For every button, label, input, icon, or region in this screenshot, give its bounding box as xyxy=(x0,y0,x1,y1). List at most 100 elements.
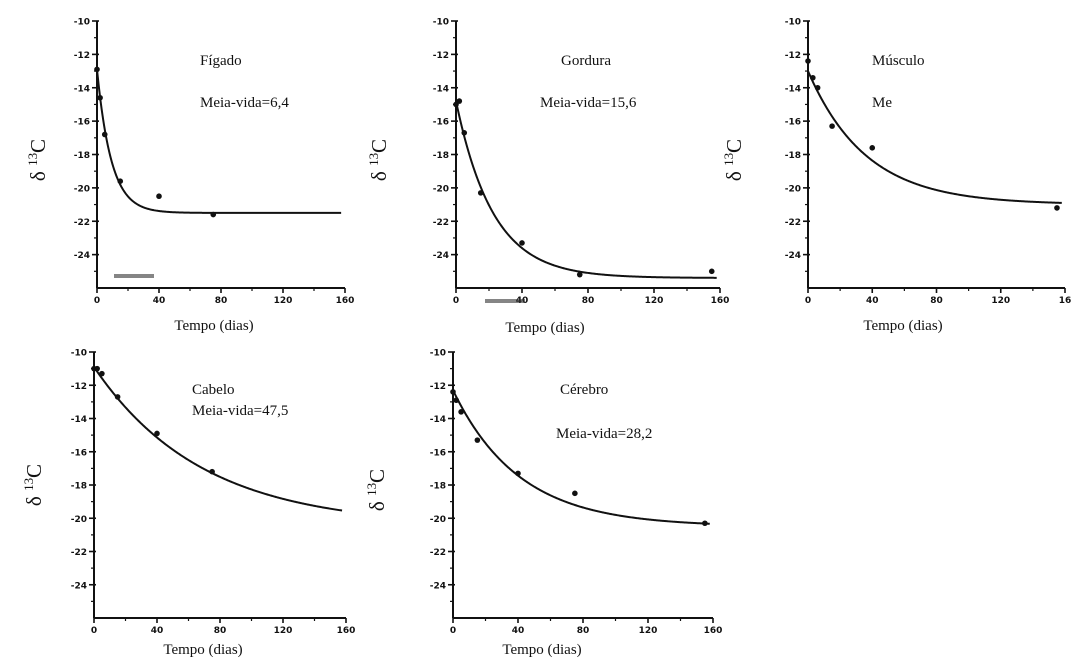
x-tick-label: 16 xyxy=(1059,296,1072,306)
data-point xyxy=(156,193,162,200)
x-tick-label: 160 xyxy=(337,626,356,636)
fit-curve xyxy=(455,100,717,279)
data-point xyxy=(869,145,876,151)
data-point xyxy=(97,94,103,101)
data-point xyxy=(453,397,460,404)
y-tick-label: -22 xyxy=(71,548,87,558)
panel-figado: -10 -12 -14 -16 -18 -20 -22 -24 0 40 80 120 160 δ 13C… xyxy=(25,18,354,335)
x-tick-label: 40 xyxy=(153,296,166,306)
y-tick-label: -20 xyxy=(74,184,90,194)
y-tick-label: -22 xyxy=(785,218,801,228)
x-tick-label: 80 xyxy=(214,626,227,636)
data-point xyxy=(101,131,108,138)
y-tick-label: -16 xyxy=(74,118,90,128)
y-tick-label: -10 xyxy=(785,18,801,28)
x-tick-label: 160 xyxy=(336,296,355,306)
panel-title: Cabelo xyxy=(192,382,235,398)
data-point xyxy=(456,98,463,104)
x-axis-label: Tempo (dias) xyxy=(863,318,942,334)
x-tick-label: 120 xyxy=(991,296,1010,306)
panel-cerebro: -10 -12 -14 -16 -18 -20 -22 -24 0 40 80 120 160 δ 13C… xyxy=(364,349,722,659)
data-point xyxy=(94,365,100,372)
half-life-annotation: Meia-vida=15,6 xyxy=(540,95,637,111)
y-axis-label: δ 13C xyxy=(25,139,50,181)
half-life-annotation: Meia-vida=6,4 xyxy=(200,95,289,111)
x-tick-label: 80 xyxy=(930,296,943,306)
panel-musculo: -10 -12 -14 -16 -18 -20 -22 -24 0 40 80 120 16 δ 13C M… xyxy=(721,18,1071,335)
fit-curve xyxy=(93,366,343,512)
y-tick-label: -18 xyxy=(71,482,87,492)
x-tick-label: 0 xyxy=(450,626,456,636)
data-point xyxy=(94,66,100,73)
y-tick-label: -16 xyxy=(433,118,449,128)
y-tick-label: -18 xyxy=(430,482,446,492)
y-tick-label: -18 xyxy=(433,151,449,161)
scan-smudge xyxy=(485,299,525,303)
y-tick-label: -24 xyxy=(433,251,449,261)
y-tick-label: -16 xyxy=(71,448,87,458)
data-point xyxy=(461,130,468,136)
fit-curve xyxy=(452,389,710,525)
y-tick-label: -20 xyxy=(433,184,449,194)
y-axis-label: δ 13C xyxy=(364,469,389,511)
y-tick-label: -12 xyxy=(71,382,87,392)
x-tick-label: 120 xyxy=(639,626,658,636)
y-tick-label: -12 xyxy=(785,51,801,61)
half-life-annotation: Meia-vida=47,5 xyxy=(192,403,288,419)
data-point xyxy=(154,430,160,437)
y-tick-label: -12 xyxy=(430,382,446,392)
y-axis-label: δ 13C xyxy=(366,139,391,181)
data-point xyxy=(829,123,835,129)
half-life-annotation: Me xyxy=(872,95,892,111)
scan-smudge xyxy=(114,274,154,278)
y-tick-label: -10 xyxy=(74,18,90,28)
data-point xyxy=(209,468,215,475)
y-tick-label: -12 xyxy=(433,51,449,61)
y-axis-label: δ 13C xyxy=(721,139,746,181)
y-tick-label: -20 xyxy=(430,515,446,525)
y-tick-label: -22 xyxy=(74,218,90,228)
data-point xyxy=(450,389,456,395)
data-point xyxy=(458,409,464,415)
y-tick-label: -24 xyxy=(74,251,90,261)
half-life-annotation: Meia-vida=28,2 xyxy=(556,426,652,442)
x-axis-label: Tempo (dias) xyxy=(174,318,253,334)
y-tick-label: -18 xyxy=(74,151,90,161)
data-point xyxy=(1054,205,1060,211)
y-tick-label: -20 xyxy=(785,184,801,194)
data-point xyxy=(210,211,217,218)
x-tick-label: 40 xyxy=(151,626,164,636)
y-tick-label: -16 xyxy=(785,118,801,128)
y-axis-label: δ 13C xyxy=(21,464,46,506)
y-tick-label: -24 xyxy=(71,581,87,591)
x-tick-label: 120 xyxy=(274,626,293,636)
data-point xyxy=(114,394,121,400)
x-tick-label: 80 xyxy=(582,296,595,306)
x-tick-label: 0 xyxy=(805,296,811,306)
panel-title: Fígado xyxy=(200,53,242,69)
x-axis-label: Tempo (dias) xyxy=(505,320,584,336)
x-tick-label: 160 xyxy=(711,296,730,306)
data-point xyxy=(477,190,484,196)
panel-title: Músculo xyxy=(872,53,925,69)
y-tick-label: -10 xyxy=(71,349,87,359)
x-tick-label: 0 xyxy=(91,626,97,636)
y-tick-label: -16 xyxy=(430,448,446,458)
y-tick-label: -10 xyxy=(433,18,449,28)
data-point xyxy=(708,268,715,275)
y-tick-label: -22 xyxy=(430,548,446,558)
y-tick-label: -22 xyxy=(433,218,449,228)
y-tick-label: -12 xyxy=(74,51,90,61)
y-tick-label: -18 xyxy=(785,151,801,161)
data-point xyxy=(805,58,811,64)
x-tick-label: 80 xyxy=(215,296,228,306)
data-point xyxy=(572,490,578,497)
x-tick-label: 120 xyxy=(274,296,293,306)
y-tick-label: -24 xyxy=(430,581,446,591)
data-point xyxy=(519,240,525,246)
x-tick-label: 40 xyxy=(866,296,879,306)
x-tick-label: 40 xyxy=(512,626,525,636)
panel-cabelo: -10 -12 -14 -16 -18 -20 -22 -24 0 40 80 120 160 δ 13C… xyxy=(21,349,355,659)
panel-title: Gordura xyxy=(561,53,611,69)
